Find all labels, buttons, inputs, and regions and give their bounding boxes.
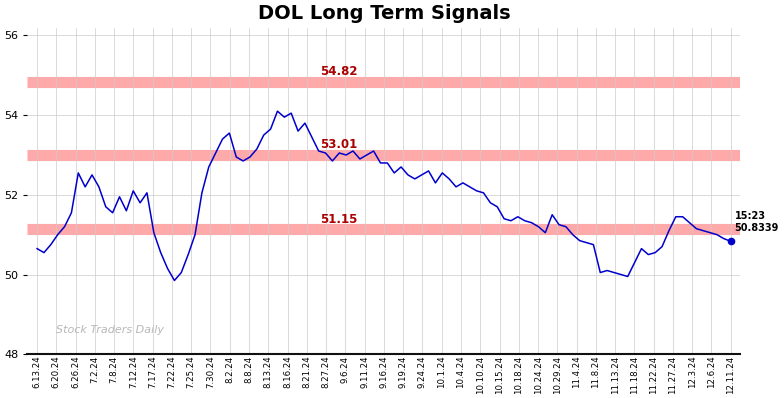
Title: DOL Long Term Signals: DOL Long Term Signals [258,4,510,23]
Text: 53.01: 53.01 [320,139,357,151]
Text: 15:23
50.8339: 15:23 50.8339 [735,211,779,232]
Text: 54.82: 54.82 [320,66,358,78]
Text: 51.15: 51.15 [320,213,358,226]
Text: Stock Traders Daily: Stock Traders Daily [56,325,164,335]
